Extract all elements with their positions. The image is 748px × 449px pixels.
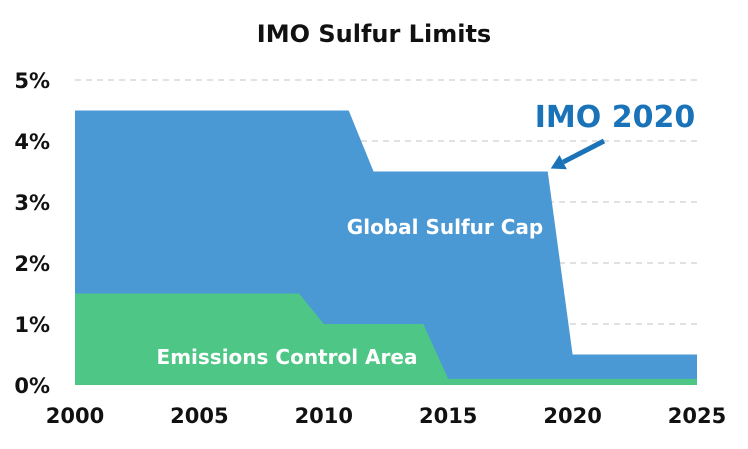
series-label-global-sulfur-cap: Global Sulfur Cap [347,215,543,239]
area-series [75,110,697,385]
x-tick-label: 2010 [295,404,353,428]
x-tick-label: 2020 [543,404,601,428]
x-tick-label: 2000 [46,404,104,428]
y-tick-label: 5% [14,69,50,93]
annotation-imo-2020: IMO 2020 [535,100,695,170]
y-tick-label: 1% [14,313,50,337]
x-axis-ticks: 2000 2005 2010 2015 2020 2025 [46,404,726,428]
annotation-arrowhead-icon [550,154,567,170]
annotation-arrow-icon [562,138,606,165]
annotation-label: IMO 2020 [535,100,695,135]
y-tick-label: 3% [14,191,50,215]
area-labels: Global Sulfur Cap Emissions Control Area [157,215,544,369]
y-tick-label: 4% [14,130,50,154]
x-tick-label: 2015 [419,404,477,428]
y-tick-label: 2% [14,252,50,276]
chart-title: IMO Sulfur Limits [257,20,491,48]
y-axis-ticks: 0% 1% 2% 3% 4% 5% [14,69,50,398]
x-tick-label: 2005 [170,404,228,428]
x-tick-label: 2025 [668,404,726,428]
area-emissions-control-area [75,293,697,385]
y-tick-label: 0% [14,374,50,398]
series-label-emissions-control-area: Emissions Control Area [157,345,418,369]
